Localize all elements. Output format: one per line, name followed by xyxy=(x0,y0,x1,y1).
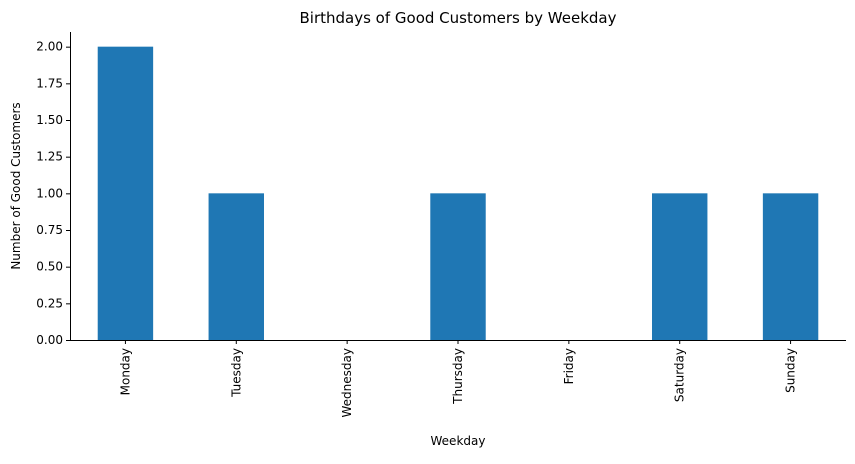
x-tick-label-saturday: Saturday xyxy=(673,348,687,402)
y-tick-label: 0.75 xyxy=(36,223,63,237)
y-tick-label: 2.00 xyxy=(36,40,63,54)
y-tick-label: 1.50 xyxy=(36,113,63,127)
bar-tuesday xyxy=(208,193,264,340)
bar-monday xyxy=(97,46,154,341)
x-axis-ticks: Monday Tuesday Wednesday Thursday Friday Satu… xyxy=(118,340,798,417)
y-tick-label: 0.25 xyxy=(36,296,63,310)
x-axis-label: Weekday xyxy=(431,434,486,448)
bar-saturday xyxy=(652,193,708,340)
y-axis-ticks: 0.00 0.25 0.50 0.75 1.00 1.25 1.50 1.75 2.00 xyxy=(36,40,70,347)
x-tick-label-thursday: Thursday xyxy=(451,348,465,405)
x-tick-label-tuesday: Tuesday xyxy=(229,348,243,398)
x-tick-label-monday: Monday xyxy=(118,348,132,395)
bar-sunday xyxy=(762,193,819,340)
chart-title: Birthdays of Good Customers by Weekday xyxy=(300,9,617,27)
y-tick-label: 1.25 xyxy=(36,150,63,164)
y-tick-label: 0.50 xyxy=(36,260,63,274)
x-tick-label-wednesday: Wednesday xyxy=(340,348,354,417)
y-tick-label: 0.00 xyxy=(36,333,63,347)
x-tick-label-sunday: Sunday xyxy=(784,348,798,393)
x-tick-label-friday: Friday xyxy=(562,348,576,384)
y-tick-label: 1.00 xyxy=(36,186,63,200)
y-tick-label: 1.75 xyxy=(36,76,63,90)
bar-thursday xyxy=(430,193,486,340)
y-axis-label: Number of Good Customers xyxy=(9,102,23,269)
bars-layer xyxy=(97,46,819,341)
